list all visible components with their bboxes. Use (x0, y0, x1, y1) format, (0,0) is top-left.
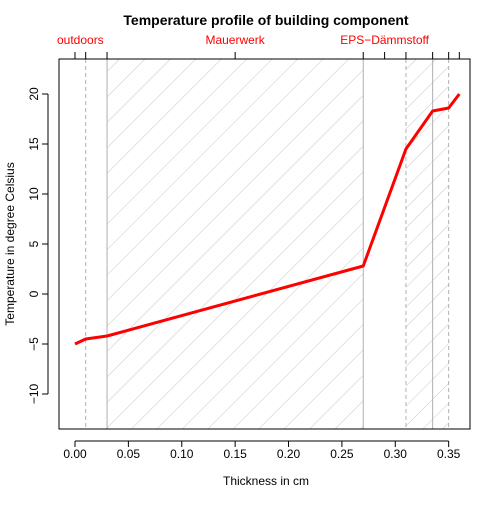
chart-title: Temperature profile of building componen… (123, 12, 409, 28)
y-tick-label: 10 (27, 187, 41, 201)
layer-boundaries (85, 59, 450, 429)
y-tick-label: −10 (27, 383, 41, 404)
hatched-region (432, 59, 449, 429)
x-tick-label: 0.20 (277, 447, 301, 461)
x-tick-label: 0.10 (170, 447, 194, 461)
y-tick-label: 5 (27, 240, 41, 247)
layer-label: EPS−Dämmstoff (340, 33, 429, 47)
y-axis-label: Temperature in degree Celsius (3, 162, 17, 325)
top-axis: outdoors Mauerwerk EPS−Dämmstoff (57, 33, 460, 60)
y-tick-label: 0 (27, 290, 41, 297)
y-tick-label: 20 (27, 87, 41, 101)
layer-label: outdoors (57, 33, 104, 47)
temperature-line (74, 93, 461, 346)
hatched-region (405, 59, 433, 429)
x-tick-label: 0.30 (384, 447, 408, 461)
series-layer (74, 93, 461, 346)
hatched-region (107, 59, 364, 429)
y-tick-label: −5 (27, 337, 41, 351)
x-tick-label: 0.00 (63, 447, 87, 461)
x-tick-label: 0.05 (117, 447, 141, 461)
x-tick-label: 0.25 (330, 447, 354, 461)
hatched-regions (107, 59, 449, 429)
layer-label: Mauerwerk (205, 33, 265, 47)
x-tick-label: 0.15 (223, 447, 247, 461)
y-axis: −10 −5 0 5 10 15 20 (27, 87, 49, 404)
x-axis: 0.00 0.05 0.10 0.15 0.20 0.25 0.30 0.35 (63, 440, 461, 461)
y-tick-label: 15 (27, 137, 41, 151)
x-axis-label: Thickness in cm (223, 474, 309, 488)
x-tick-label: 0.35 (437, 447, 461, 461)
